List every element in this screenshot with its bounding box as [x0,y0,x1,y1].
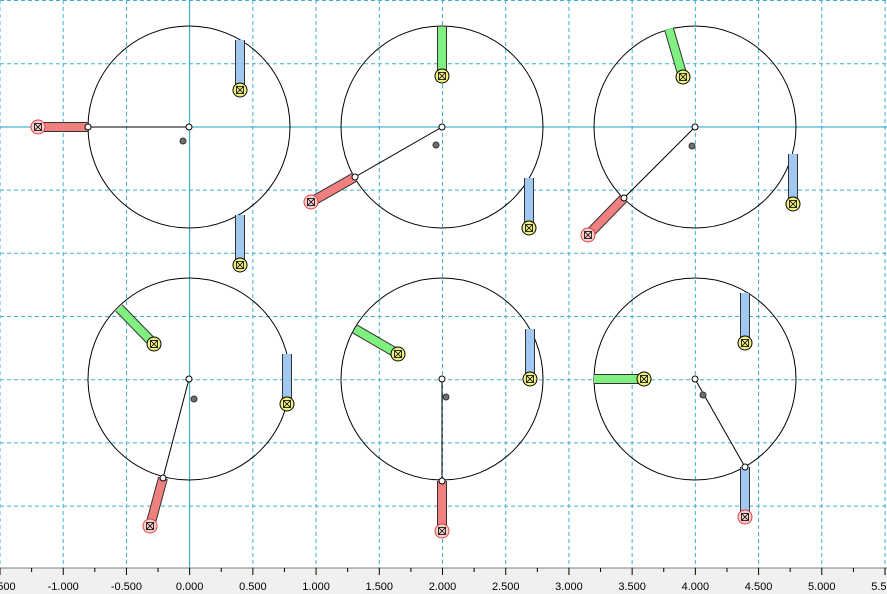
joint-box [34,123,42,131]
joint-cross [236,86,244,94]
mass-center [442,393,450,401]
joint-box [307,198,315,206]
joint-box [584,231,592,239]
joint-box [150,340,158,348]
mass-center [699,391,707,399]
pin [159,474,167,482]
crank [162,378,190,479]
joint-box [526,375,534,383]
ruler-label: 1.000 [302,581,330,593]
center [185,123,193,131]
joint-box [741,339,749,347]
path-circle [593,25,797,229]
joint-box [236,86,244,94]
mass-center [688,142,696,150]
joint-box [146,522,154,530]
crank [354,126,443,178]
link [309,173,357,206]
pin [438,477,446,485]
ruler-label: -1.000 [48,581,79,593]
joint-cross [640,375,648,383]
ruler-label: 0.000 [176,581,204,593]
joint-cross [236,261,244,269]
ruler-label: 5.500 [871,581,887,593]
ruler-label: 4.000 [682,581,710,593]
joint-box [741,513,749,521]
joint-cross [283,400,291,408]
joint-box [789,200,797,208]
joint-cross [307,198,315,206]
canvas [0,0,887,568]
joint-cross [584,231,592,239]
ruler-label: 0.500 [239,581,267,593]
joint-box [236,261,244,269]
joint-cross [438,72,446,80]
link [585,195,627,238]
crank [623,126,696,199]
joint-cross [741,339,749,347]
ruler-label: 2.500 [492,581,520,593]
joint-cross [789,200,797,208]
center [691,375,699,383]
pin [84,123,92,131]
ruler-label: -0.500 [111,581,142,593]
center [438,123,446,131]
ruler-label: 3.500 [618,581,646,593]
joint-box [525,224,533,232]
pin [620,194,628,202]
joint-cross [34,123,42,131]
pin [351,173,359,181]
joint-cross [438,527,446,535]
ruler-label: 1.500 [366,581,394,593]
joint-box [679,73,687,81]
center [691,123,699,131]
joint-box [394,350,402,358]
mechanisms [30,25,801,539]
link [665,27,687,79]
path-circle [340,25,544,229]
joint-cross [146,522,154,530]
joint-box [640,375,648,383]
pin [741,463,749,471]
joint-cross [526,375,534,383]
joint-cross [741,513,749,521]
joint-cross [150,340,158,348]
joint-cross [525,224,533,232]
link [146,476,167,528]
joint-box [283,400,291,408]
ruler-ticks: -1.500 -1.000 -0.500 0.000 0.500 1.000 1.500 2.… [0,568,887,593]
ruler-label: 2.000 [429,581,457,593]
mass-center [190,395,198,403]
joint-box [438,527,446,535]
link [352,325,401,358]
joint-cross [394,350,402,358]
ruler-label: 3.000 [555,581,583,593]
ruler-label: 4.500 [745,581,773,593]
mass-center [432,141,440,149]
ruler-label: -1.500 [0,581,16,593]
link [116,305,157,347]
ruler-label: 5.000 [808,581,836,593]
center [185,375,193,383]
center [438,375,446,383]
joint-box [438,72,446,80]
ruler [0,568,887,594]
joint-cross [679,73,687,81]
mass-center [179,137,187,145]
